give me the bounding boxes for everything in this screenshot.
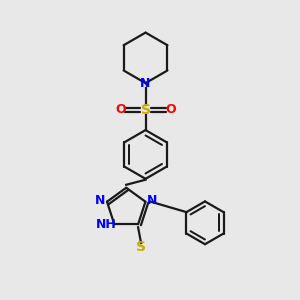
Text: NH: NH bbox=[96, 218, 116, 231]
Text: S: S bbox=[140, 103, 151, 117]
Text: O: O bbox=[166, 103, 176, 116]
Text: O: O bbox=[115, 103, 126, 116]
Text: N: N bbox=[95, 194, 106, 207]
Text: S: S bbox=[136, 240, 146, 254]
Text: N: N bbox=[147, 194, 157, 207]
Text: N: N bbox=[140, 76, 151, 90]
